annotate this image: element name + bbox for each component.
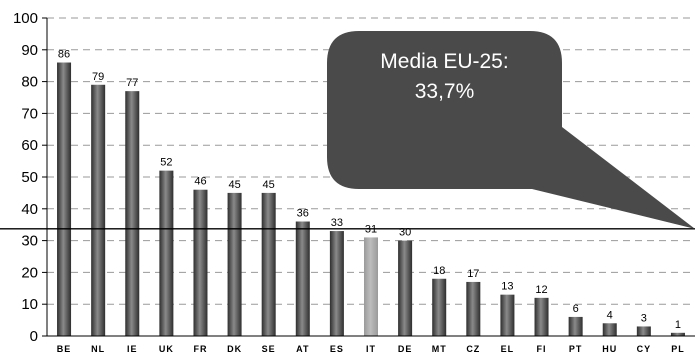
y-tick-label: 10: [21, 296, 38, 313]
x-tick-label-pl: PL: [671, 344, 685, 354]
data-label-be: 86: [58, 49, 70, 61]
bar-cy: [636, 326, 651, 336]
x-tick-label-el: EL: [501, 344, 515, 354]
bar-fr: [193, 189, 208, 336]
bar-se: [261, 192, 276, 336]
bar-ie: [125, 91, 140, 336]
bar-nl: [91, 84, 106, 336]
bar-mt: [432, 278, 447, 336]
axes: [42, 17, 695, 337]
data-label-ie: 77: [126, 77, 138, 89]
x-tick-label-uk: UK: [159, 344, 174, 354]
x-tick-label-cy: CY: [637, 344, 652, 354]
data-label-cz: 17: [467, 268, 479, 280]
y-tick-label: 70: [21, 105, 38, 122]
y-tick-label: 30: [21, 233, 38, 250]
bar-hu: [602, 323, 617, 336]
x-tick-label-de: DE: [398, 344, 413, 354]
y-tick-label: 40: [21, 201, 38, 218]
x-tick-label-fr: FR: [193, 344, 207, 354]
bar-el: [500, 294, 515, 336]
data-label-fr: 46: [194, 176, 206, 188]
bar-fi: [534, 297, 549, 336]
x-tick-labels: BE NL IE UK FR DK SE AT ES IT DE MT CZ EL FI PT HU CY PL: [57, 344, 685, 354]
y-tick-label: 60: [21, 137, 38, 154]
x-tick-label-be: BE: [57, 344, 72, 354]
x-tick-label-it: IT: [366, 344, 376, 354]
x-tick-label-pt: PT: [569, 344, 583, 354]
x-tick-label-mt: MT: [432, 344, 447, 354]
data-label-pl: 1: [675, 319, 681, 331]
data-label-fi: 12: [535, 284, 547, 296]
data-label-el: 13: [501, 281, 513, 293]
bar-it: [364, 237, 378, 336]
y-tick-label: 0: [30, 328, 38, 345]
x-tick-label-nl: NL: [91, 344, 105, 354]
x-tick-label-fi: FI: [537, 344, 547, 354]
x-tick-label-cz: CZ: [466, 344, 480, 354]
bar-uk: [159, 170, 174, 336]
data-label-uk: 52: [160, 157, 172, 169]
bar-pt: [568, 316, 583, 336]
y-tick-label: 50: [21, 169, 38, 186]
data-label-es: 33: [331, 217, 343, 229]
callout-bubble: [327, 31, 695, 229]
data-label-nl: 79: [92, 71, 104, 83]
x-tick-label-es: ES: [330, 344, 344, 354]
y-tick-label: 100: [13, 10, 38, 27]
data-label-mt: 18: [433, 265, 445, 277]
data-label-pt: 6: [573, 303, 579, 315]
bar-es: [329, 231, 344, 336]
y-tick-label: 20: [21, 264, 38, 281]
y-tick-label: 90: [21, 42, 38, 59]
bar-be: [57, 62, 72, 337]
bar-cz: [466, 281, 481, 336]
y-tick-labels: 0 10 20 30 40 50 60 70 80 90 100: [13, 10, 38, 345]
data-label-cy: 3: [641, 312, 647, 324]
data-label-de: 30: [399, 227, 411, 239]
bars: [57, 62, 685, 337]
callout-line-2: 33,7%: [415, 80, 475, 103]
data-label-se: 45: [263, 179, 275, 191]
bar-dk: [227, 192, 242, 336]
bar-de: [398, 240, 413, 336]
callout: Media EU-25: 33,7%: [327, 31, 695, 229]
bar-pl: [670, 332, 685, 336]
data-label-at: 36: [297, 208, 309, 220]
x-tick-label-dk: DK: [227, 344, 242, 354]
y-tick-label: 80: [21, 74, 38, 91]
x-tick-label-at: AT: [296, 344, 309, 354]
data-label-dk: 45: [228, 179, 240, 191]
x-tick-label-hu: HU: [602, 344, 617, 354]
x-tick-label-se: SE: [262, 344, 276, 354]
callout-line-1: Media EU-25:: [380, 50, 508, 73]
x-tick-label-ie: IE: [127, 344, 138, 354]
data-label-hu: 4: [607, 309, 613, 321]
bar-at: [295, 221, 310, 336]
